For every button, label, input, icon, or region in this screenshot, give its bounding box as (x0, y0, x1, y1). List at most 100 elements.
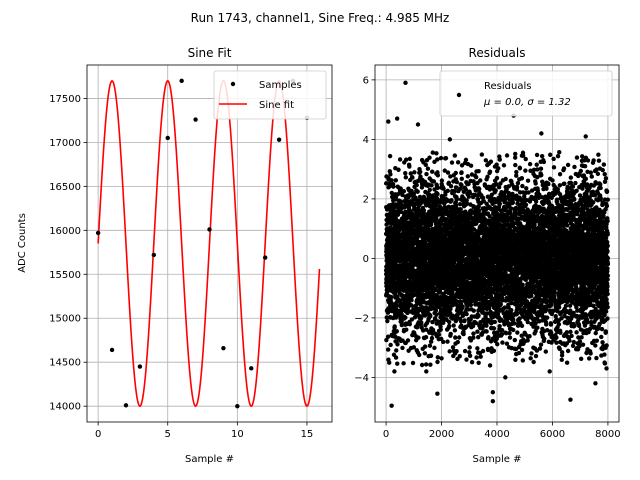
residual-point (407, 321, 412, 327)
residual-point (491, 326, 497, 331)
residual-point (439, 356, 444, 361)
residual-point (399, 322, 405, 328)
residual-point (491, 348, 497, 354)
residual-point (448, 331, 453, 337)
residual-point (513, 162, 518, 168)
residual-point (409, 317, 415, 322)
residual-point (423, 162, 428, 168)
residual-point (432, 345, 437, 351)
residual-point (486, 335, 491, 340)
residual-point (496, 166, 501, 171)
residual-point (476, 169, 481, 174)
residual-point (475, 346, 480, 351)
residuals-xtick-label: 4000 (484, 429, 509, 440)
sine-fit-ytick-label: 16500 (49, 182, 81, 193)
residual-point (471, 308, 476, 313)
residual-point (434, 312, 439, 317)
residuals-xlabel: Sample # (472, 454, 521, 465)
sample-point (249, 366, 254, 371)
sine-fit-legend: Samples Sine fit (213, 70, 327, 120)
residual-point (454, 179, 460, 185)
residual-point (385, 334, 391, 339)
residual-point (452, 189, 457, 194)
residual-point (479, 152, 485, 157)
residual-point (403, 171, 408, 176)
residual-point (459, 170, 464, 175)
residual-point (429, 183, 434, 188)
residual-point (389, 178, 394, 183)
residual-point (392, 324, 397, 329)
residual-point (433, 308, 439, 313)
residual-point (445, 170, 451, 175)
residual-point (487, 363, 493, 368)
figure-suptitle: Run 1743, channel1, Sine Freq.: 4.985 MH… (191, 11, 450, 25)
residual-point (465, 174, 470, 179)
residual-point (424, 171, 429, 177)
sine-fit-ytick-label: 15000 (49, 314, 81, 325)
residual-point (492, 319, 497, 325)
residual-point (403, 157, 409, 162)
residual-point (487, 169, 493, 174)
residual-point (416, 335, 421, 340)
residual-point (387, 183, 392, 189)
residual-point (430, 150, 435, 155)
residual-point (466, 194, 472, 199)
residual-point (513, 151, 518, 157)
residual-point (461, 331, 466, 337)
residuals-xtick-label: 0 (383, 429, 389, 440)
residual-point (449, 160, 455, 165)
residual-point (434, 217, 439, 222)
residual-point (477, 186, 482, 192)
residual-point (455, 339, 460, 345)
residual-point (516, 350, 522, 356)
sample-point (193, 117, 198, 122)
residual-point (409, 297, 414, 303)
residual-point (438, 327, 443, 332)
sine-fit-marks (95, 78, 321, 409)
residual-point (478, 178, 483, 183)
residual-point (414, 182, 419, 188)
residual-point (435, 355, 441, 360)
residual-point (452, 153, 458, 158)
residual-point (515, 330, 520, 335)
residual-point (436, 332, 442, 337)
residuals-axes: Residuals Sample # 0 2000 4000 6000 8000−4−2… (354, 46, 620, 465)
residual-point (395, 342, 400, 347)
sine-fit-title: Sine Fit (188, 46, 232, 60)
residual-point (504, 153, 510, 158)
residual-point (399, 319, 404, 325)
residual-point (467, 345, 472, 350)
residual-point (497, 323, 502, 329)
residual-point (411, 192, 416, 197)
residual-point (430, 169, 435, 174)
residual-point (401, 189, 407, 194)
residual-point (510, 200, 516, 205)
residual-point (480, 348, 486, 354)
residual-point (514, 169, 519, 175)
residual-point (409, 303, 414, 308)
residual-point (393, 355, 399, 360)
residual-point (468, 163, 474, 168)
residual-point (435, 157, 440, 162)
sample-point (151, 252, 157, 258)
residual-point (447, 349, 452, 354)
legend-label-samples: Samples (259, 80, 302, 91)
residual-point (478, 354, 483, 359)
residual-point (403, 315, 408, 320)
residuals-xtick-label: 2000 (429, 429, 454, 440)
residual-point (435, 191, 440, 197)
residual-point (514, 311, 520, 317)
residual-point (412, 170, 417, 175)
residual-point (509, 307, 514, 313)
residual-point (428, 313, 433, 318)
residual-point (474, 355, 479, 360)
residuals-ytick-label: 6 (363, 75, 369, 86)
residual-point (469, 359, 475, 365)
residual-point (429, 335, 435, 341)
residual-point (435, 185, 440, 190)
residual-point (493, 188, 498, 193)
residual-point (485, 174, 490, 180)
residual-point (453, 335, 458, 340)
residual-point (445, 339, 450, 344)
residual-point (384, 315, 389, 320)
